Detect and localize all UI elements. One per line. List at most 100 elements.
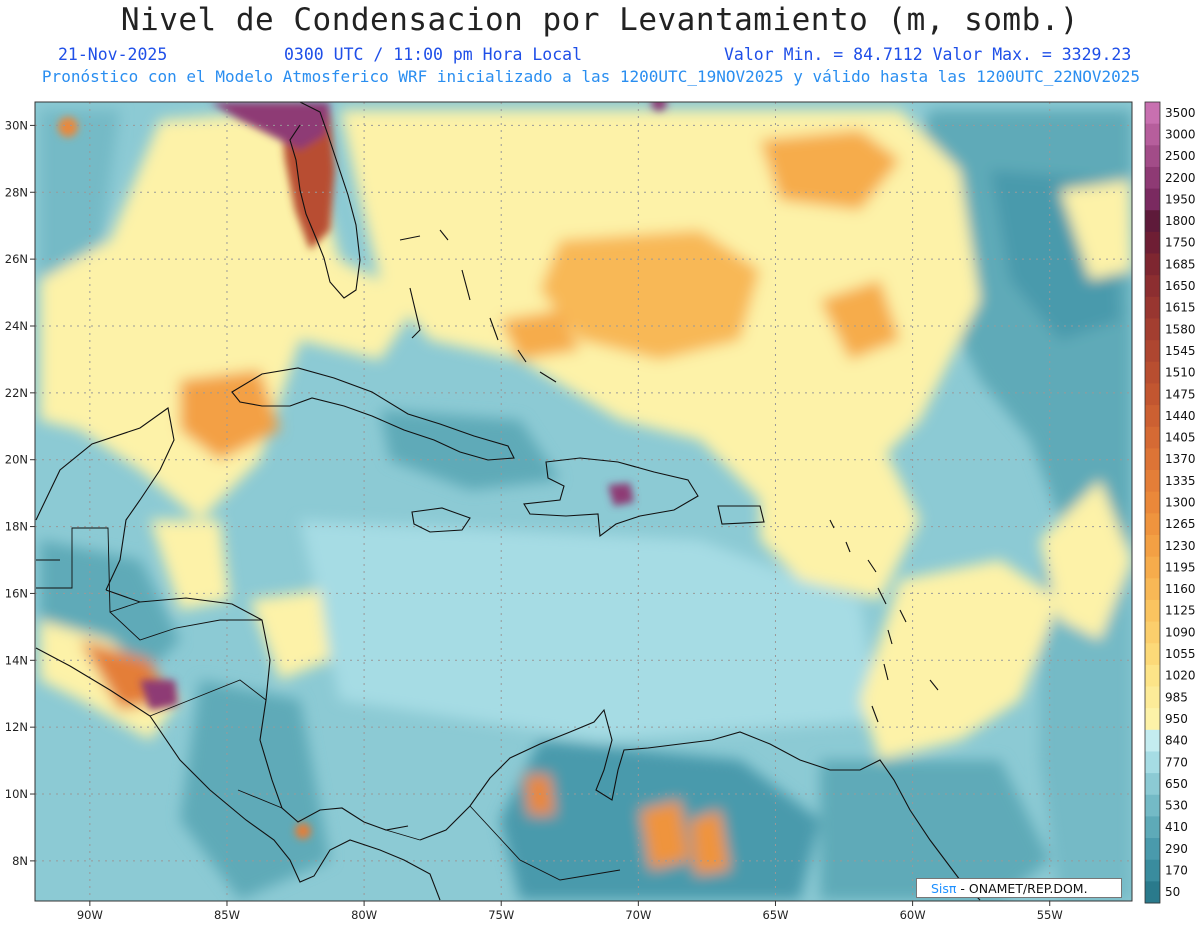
colorbar-swatch [1145, 361, 1160, 384]
colorbar-swatch [1145, 794, 1160, 817]
colorbar-swatch [1145, 470, 1160, 493]
colorbar-label: 950 [1165, 712, 1188, 726]
country-borders [36, 527, 621, 881]
colorbar-label: 1685 [1165, 257, 1196, 271]
model-info-line: Pronóstico con el Modelo Atmosferico WRF… [41, 67, 1141, 86]
colorbar-swatch [1145, 145, 1160, 168]
colorbar-label: 1055 [1165, 647, 1196, 661]
colorbar-swatch [1145, 708, 1160, 731]
colorbar-frame [1144, 101, 1161, 904]
longitude-axis: 90W 85W 80W 75W 70W 65W 60W 55W [77, 901, 1063, 922]
colorbar-swatch [1145, 253, 1160, 276]
colorbar-swatch [1145, 578, 1160, 601]
colorbar-swatch [1145, 318, 1160, 341]
lon-tick-label: 70W [625, 908, 651, 922]
bahamas [399, 229, 557, 383]
colorbar-label: 1300 [1165, 496, 1196, 510]
map-frame [34, 101, 1133, 902]
colorbar-label: 1800 [1165, 214, 1196, 228]
lat-tick-label: 22N [5, 386, 28, 400]
colorbar-label: 1370 [1165, 452, 1196, 466]
south-america-coast [419, 708, 981, 901]
lat-tick-label: 24N [5, 319, 28, 333]
colorbar-swatch [1145, 188, 1160, 211]
lat-tick-label: 20N [5, 453, 28, 467]
lat-tick-label: 18N [5, 520, 28, 534]
colorbar-label: 1020 [1165, 669, 1196, 683]
lcl-shaded-field [40, 110, 1132, 900]
lat-tick-label: 28N [5, 185, 28, 199]
lesser-antilles [829, 519, 939, 723]
colorbar-label: 1195 [1165, 560, 1196, 574]
lat-tick-label: 26N [5, 252, 28, 266]
lat-tick-label: 30N [5, 118, 28, 132]
colorbar-label: 1160 [1165, 582, 1196, 596]
lcl-high-values [58, 102, 667, 839]
forecast-date: 21-Nov-2025 [58, 45, 168, 64]
lon-tick-label: 60W [900, 908, 926, 922]
colorbar-label: 1950 [1165, 192, 1196, 206]
colorbar-label: 1475 [1165, 387, 1196, 401]
colorbar-label: 840 [1165, 734, 1188, 748]
colorbar-swatch [1145, 686, 1160, 709]
colorbar-label: 650 [1165, 777, 1188, 791]
colorbar-swatch [1145, 491, 1160, 514]
map-title: Nivel de Condensacion por Levantamiento … [120, 2, 1080, 38]
colorbar-label: 1750 [1165, 236, 1196, 250]
colorbar-swatch [1145, 383, 1160, 406]
colorbar-label: 50 [1165, 885, 1180, 899]
colorbar-swatch [1145, 513, 1160, 536]
colorbar-swatch [1145, 773, 1160, 796]
lat-tick-label: 8N [12, 854, 28, 868]
latitude-axis: 8N 10N 12N 14N 16N 18N 20N 22N 24N 26N 28N 30N [5, 118, 35, 868]
colorbar-label: 170 [1165, 864, 1188, 878]
colorbar-swatch [1145, 643, 1160, 666]
colorbar-swatch [1145, 751, 1160, 774]
colorbar-label: 985 [1165, 690, 1188, 704]
colorbar-swatch [1145, 210, 1160, 233]
florida-coast [289, 102, 361, 299]
colorbar-label: 1230 [1165, 539, 1196, 553]
colorbar-label: 1510 [1165, 366, 1196, 380]
colorbar-swatch [1145, 838, 1160, 861]
colorbar-swatch [1145, 405, 1160, 428]
colorbar-label: 1335 [1165, 474, 1196, 488]
colorbar-label: 1090 [1165, 625, 1196, 639]
colorbar-swatch [1145, 166, 1160, 190]
colorbar-swatch [1145, 881, 1160, 904]
colorbar-label: 2500 [1165, 149, 1196, 163]
lon-tick-label: 85W [214, 908, 240, 922]
map-plot-area [35, 102, 1132, 901]
colorbar-swatch [1145, 296, 1160, 319]
colorbar-swatch [1145, 123, 1160, 146]
colorbar-label: 3500 [1165, 106, 1196, 120]
colorbar-swatch [1145, 556, 1160, 579]
colorbar-label: 1580 [1165, 322, 1196, 336]
jamaica-coast [411, 507, 471, 533]
colorbar-label: 1545 [1165, 344, 1196, 358]
lat-tick-label: 16N [5, 586, 28, 600]
colorbar-swatch [1145, 621, 1160, 644]
credit-label: Sisπ - ONAMET/REP.DOM. [916, 878, 1122, 898]
colorbar-label: 1265 [1165, 517, 1196, 531]
puerto-rico-coast [717, 505, 765, 525]
colorbar-swatch [1145, 816, 1160, 839]
colorbar-swatch [1145, 664, 1160, 688]
credit-brand: Sisπ [931, 881, 957, 896]
credit-text: - ONAMET/REP.DOM. [956, 881, 1088, 896]
central-america-caribbean-coast [105, 589, 409, 831]
colorbar-swatch [1145, 231, 1160, 255]
colorbar: 3500 3000 2500 2200 1950 1800 1750 1685 1650 1615… [1144, 101, 1196, 904]
colorbar-label: 530 [1165, 799, 1188, 813]
lon-tick-label: 80W [351, 908, 377, 922]
colorbar-label: 1650 [1165, 279, 1196, 293]
colorbar-label: 2200 [1165, 171, 1196, 185]
colorbar-label: 1440 [1165, 409, 1196, 423]
lon-tick-label: 75W [488, 908, 514, 922]
colorbar-swatch [1145, 448, 1160, 471]
colorbar-swatch [1145, 275, 1160, 298]
colorbar-label: 290 [1165, 842, 1188, 856]
colorbar-swatch [1145, 340, 1160, 363]
hispaniola-coast [523, 457, 699, 538]
colorbar-swatch [1145, 599, 1160, 623]
